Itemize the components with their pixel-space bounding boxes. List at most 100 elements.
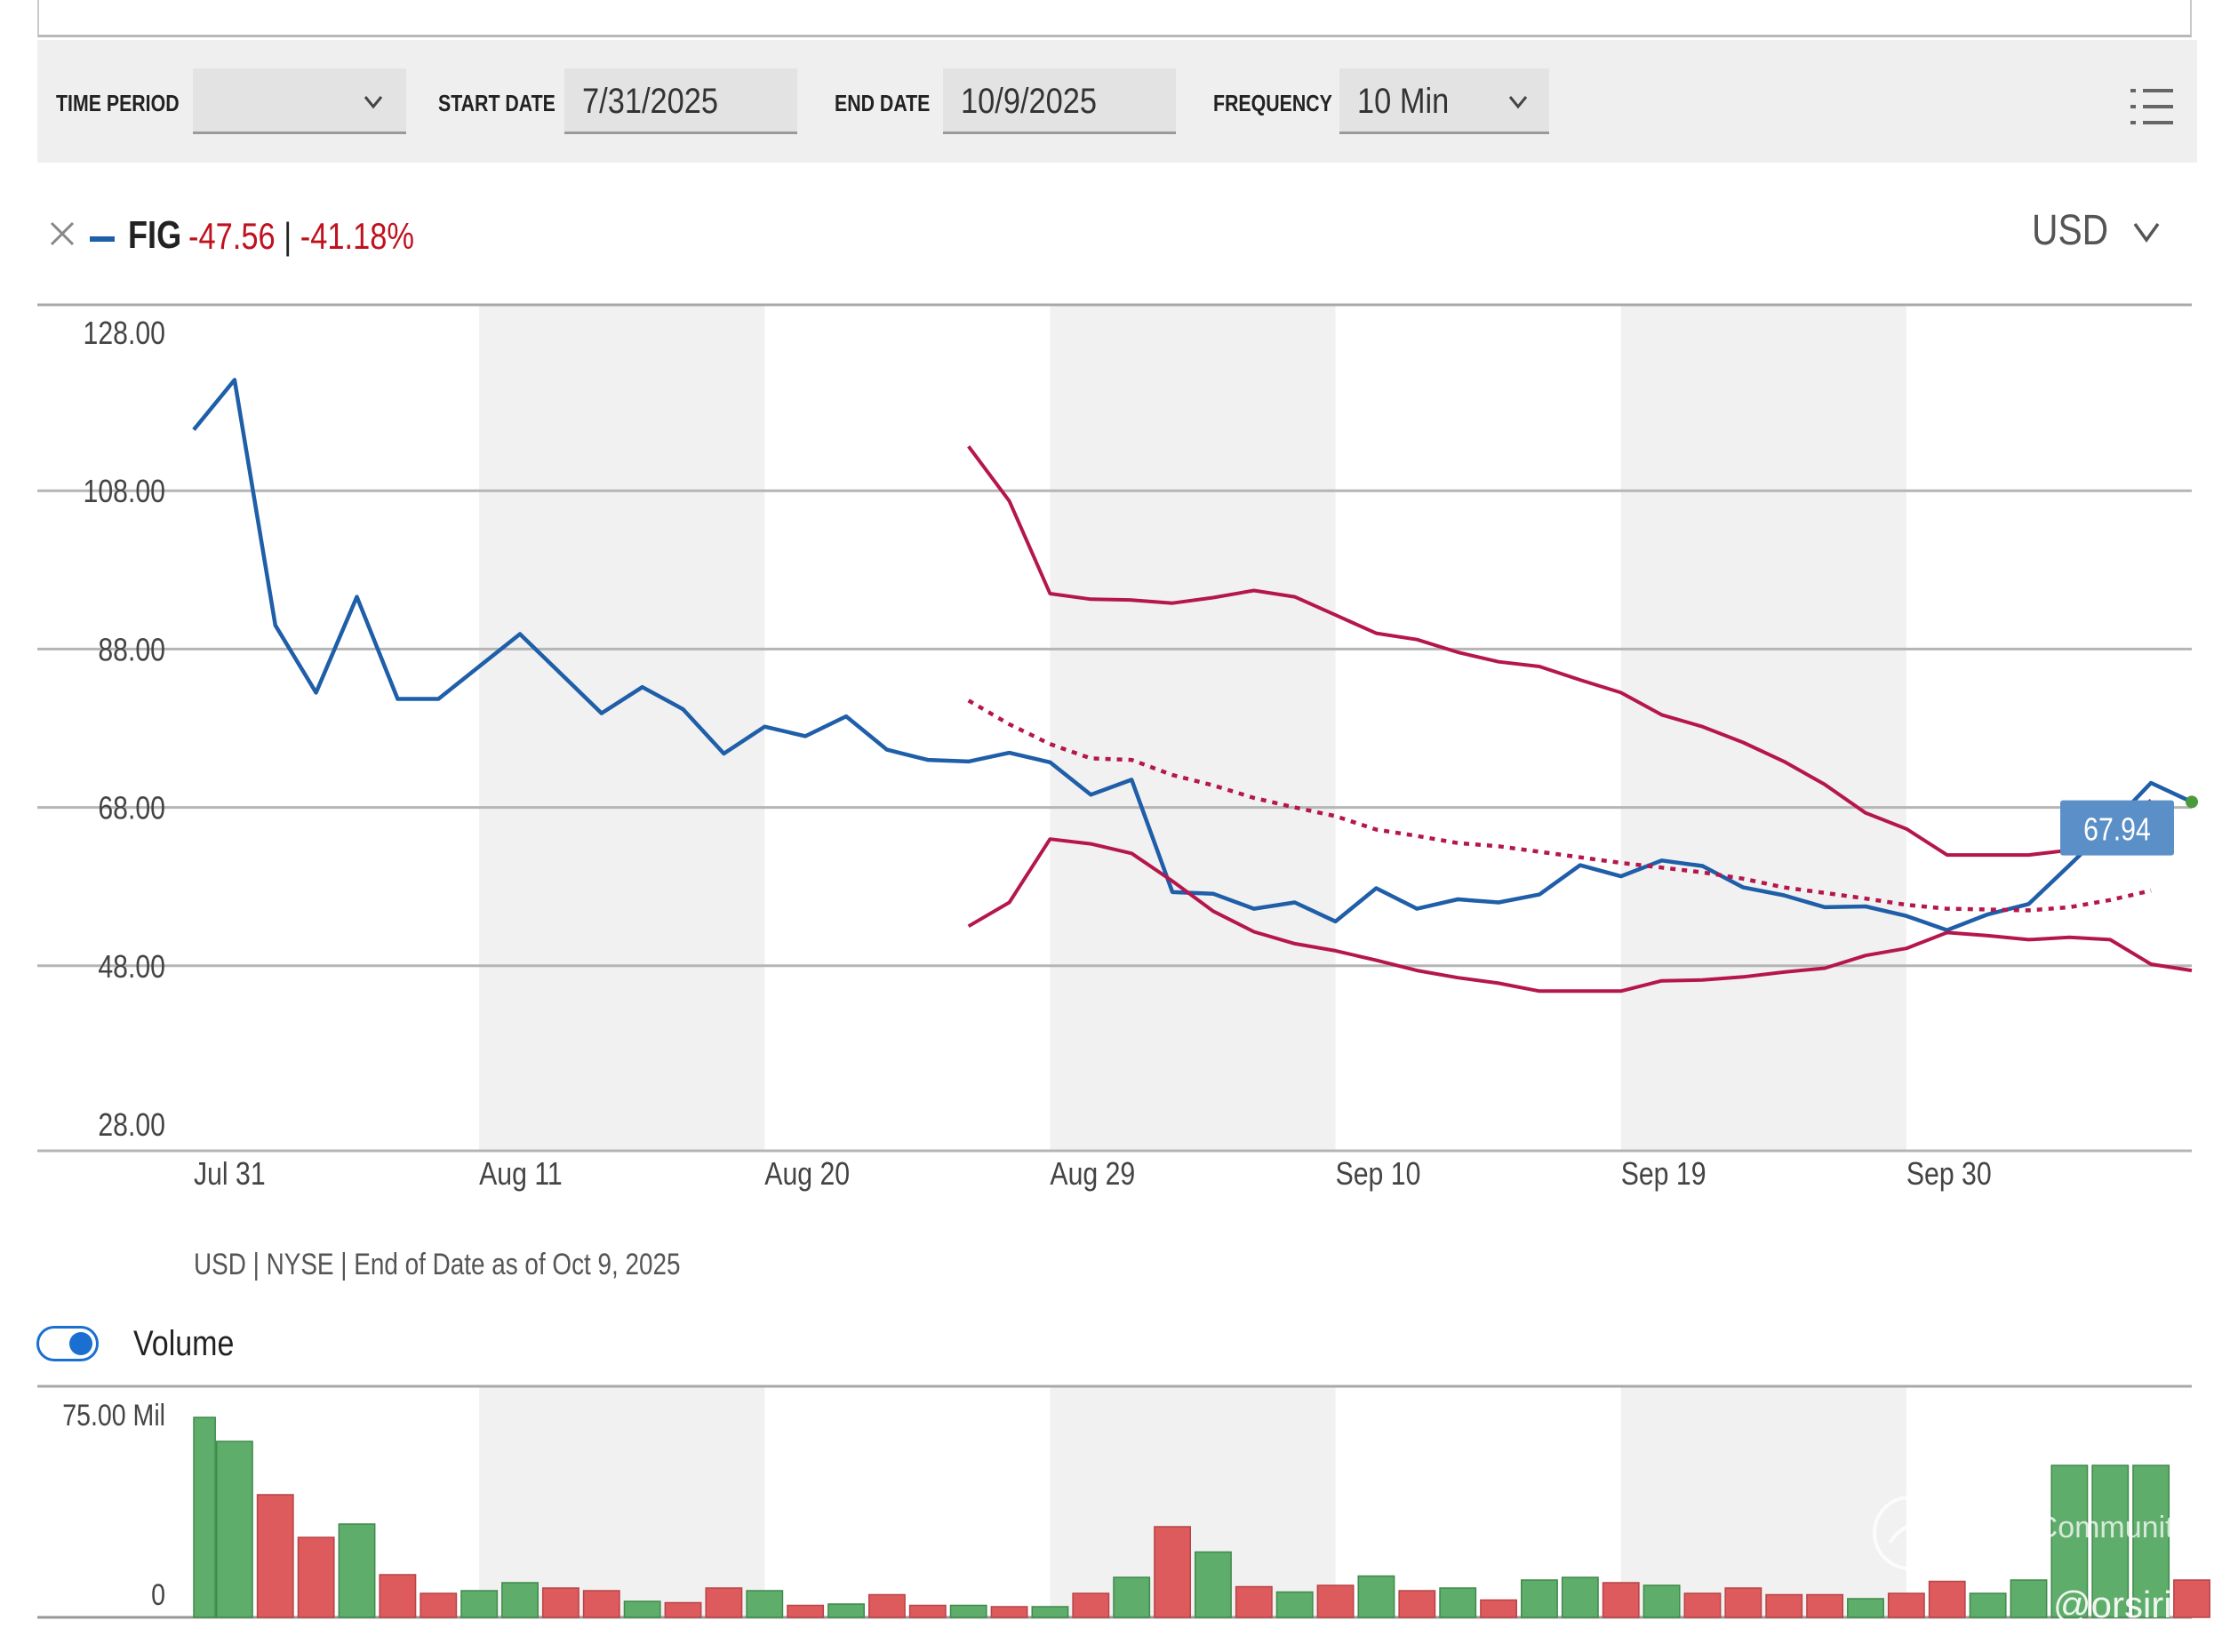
last-point-marker [2186,795,2198,809]
lower-band-line [967,837,2193,994]
volume-bar [1154,1526,1191,1618]
volume-bar [297,1536,335,1618]
volume-bar [1806,1593,1844,1618]
toggle-knob [69,1332,92,1355]
volume-bar [787,1604,825,1618]
volume-bar [2050,1464,2089,1618]
time-period-select[interactable] [193,68,406,134]
x-tick-label: Aug 20 [764,1157,850,1193]
volume-bar [1072,1592,1110,1618]
volume-toggle[interactable] [36,1326,99,1361]
y-tick-label: 128.00 [84,316,165,352]
chart-footnote: USD | NYSE | End of Date as of Oct 9, 20… [194,1248,681,1281]
volume-bar [2173,1579,2210,1618]
volume-bar [338,1523,376,1618]
volume-bar [256,1494,294,1618]
volume-bar [1398,1590,1436,1618]
shaded-band [479,305,765,1151]
change-separator: | [284,215,292,257]
frequency-select[interactable]: 10 Min [1339,68,1549,134]
end-date-field[interactable]: 10/9/2025 [943,68,1176,134]
volume-bar [541,1587,579,1618]
series-color-swatch [90,236,115,242]
volume-bar [193,1417,216,1618]
volume-bar [2132,1464,2170,1618]
volume-bar [1521,1579,1558,1618]
x-tick-label: Jul 31 [194,1157,266,1193]
volume-bar [1235,1585,1273,1618]
close-icon[interactable] [49,220,76,247]
volume-bar [1928,1580,1966,1618]
volume-bar [1561,1576,1599,1618]
volume-bar [2010,1579,2048,1618]
volume-bar [1480,1599,1518,1618]
volume-bar [1316,1584,1355,1618]
volume-bar [623,1600,661,1618]
volume-bar [215,1441,253,1618]
volume-label: Volume [133,1324,235,1363]
upper-band-line [967,445,2153,858]
volume-bar [705,1587,743,1618]
last-value-label: 67.94 [2083,812,2151,848]
chevron-down-icon[interactable] [2131,219,2162,245]
volume-bar [1765,1593,1803,1618]
last-value-badge [2060,800,2174,856]
volume-bar [460,1590,499,1618]
volume-bar [1439,1587,1477,1618]
x-tick-label: Aug 11 [479,1157,563,1193]
watermark-brand: Tiger Community [1960,1511,2189,1544]
change-value: -47.56 [188,215,276,257]
middle-band-line [967,698,2152,913]
volume-bar [1031,1606,1069,1618]
volume-bar [1602,1582,1640,1618]
x-tick-label: Sep 19 [1621,1157,1706,1193]
currency-select[interactable]: USD [2032,207,2109,254]
volume-bar [664,1601,702,1618]
end-date-label: END DATE [835,90,931,116]
volume-bar [1887,1592,1925,1618]
top-panel-border [37,0,2192,37]
tiger-logo-icon [1873,1496,1947,1570]
volume-bar [420,1592,458,1618]
y-tick-label: 48.00 [98,949,165,985]
volume-bar [1113,1576,1151,1618]
time-period-label: TIME PERIOD [56,90,180,116]
list-menu-icon[interactable] [2129,87,2175,126]
volume-y-tick-label: 0 [151,1578,165,1612]
shaded-band [1050,1386,1336,1617]
volume-bar [2091,1464,2130,1618]
x-tick-label: Sep 10 [1336,1157,1421,1193]
shaded-band [1620,305,1906,1151]
filter-bar: TIME PERIOD START DATE 7/31/2025 END DAT… [37,40,2197,163]
y-tick-label: 28.00 [98,1108,165,1144]
start-date-label: START DATE [438,90,556,116]
shaded-band [479,1386,765,1617]
volume-bar [582,1590,620,1618]
volume-bar [746,1590,784,1618]
chevron-down-icon [1508,96,1528,109]
volume-bar [1643,1584,1681,1618]
volume-bar [990,1606,1028,1618]
volume-bar [1724,1587,1762,1618]
volume-bar [1683,1592,1722,1618]
x-tick-label: Aug 29 [1050,1157,1135,1193]
shaded-band [1620,1386,1906,1617]
ticker-change: -47.56 | -41.18% [188,215,414,258]
volume-bar [949,1604,987,1618]
y-tick-label: 68.00 [98,791,165,826]
shaded-band [1050,305,1336,1151]
volume-bar [1357,1575,1395,1618]
x-tick-label: Sep 30 [1906,1157,1992,1193]
volume-bar [501,1582,539,1618]
start-date-field[interactable]: 7/31/2025 [564,68,797,134]
volume-bar [867,1593,906,1618]
y-tick-label: 88.00 [98,633,165,668]
ticker-symbol: FIG [128,213,182,257]
chevron-down-icon [364,96,383,109]
volume-bar [908,1604,947,1618]
volume-bar [379,1574,417,1618]
frequency-label: FREQUENCY [1213,90,1332,116]
change-percent: -41.18% [300,215,415,257]
volume-bar [1195,1551,1232,1618]
